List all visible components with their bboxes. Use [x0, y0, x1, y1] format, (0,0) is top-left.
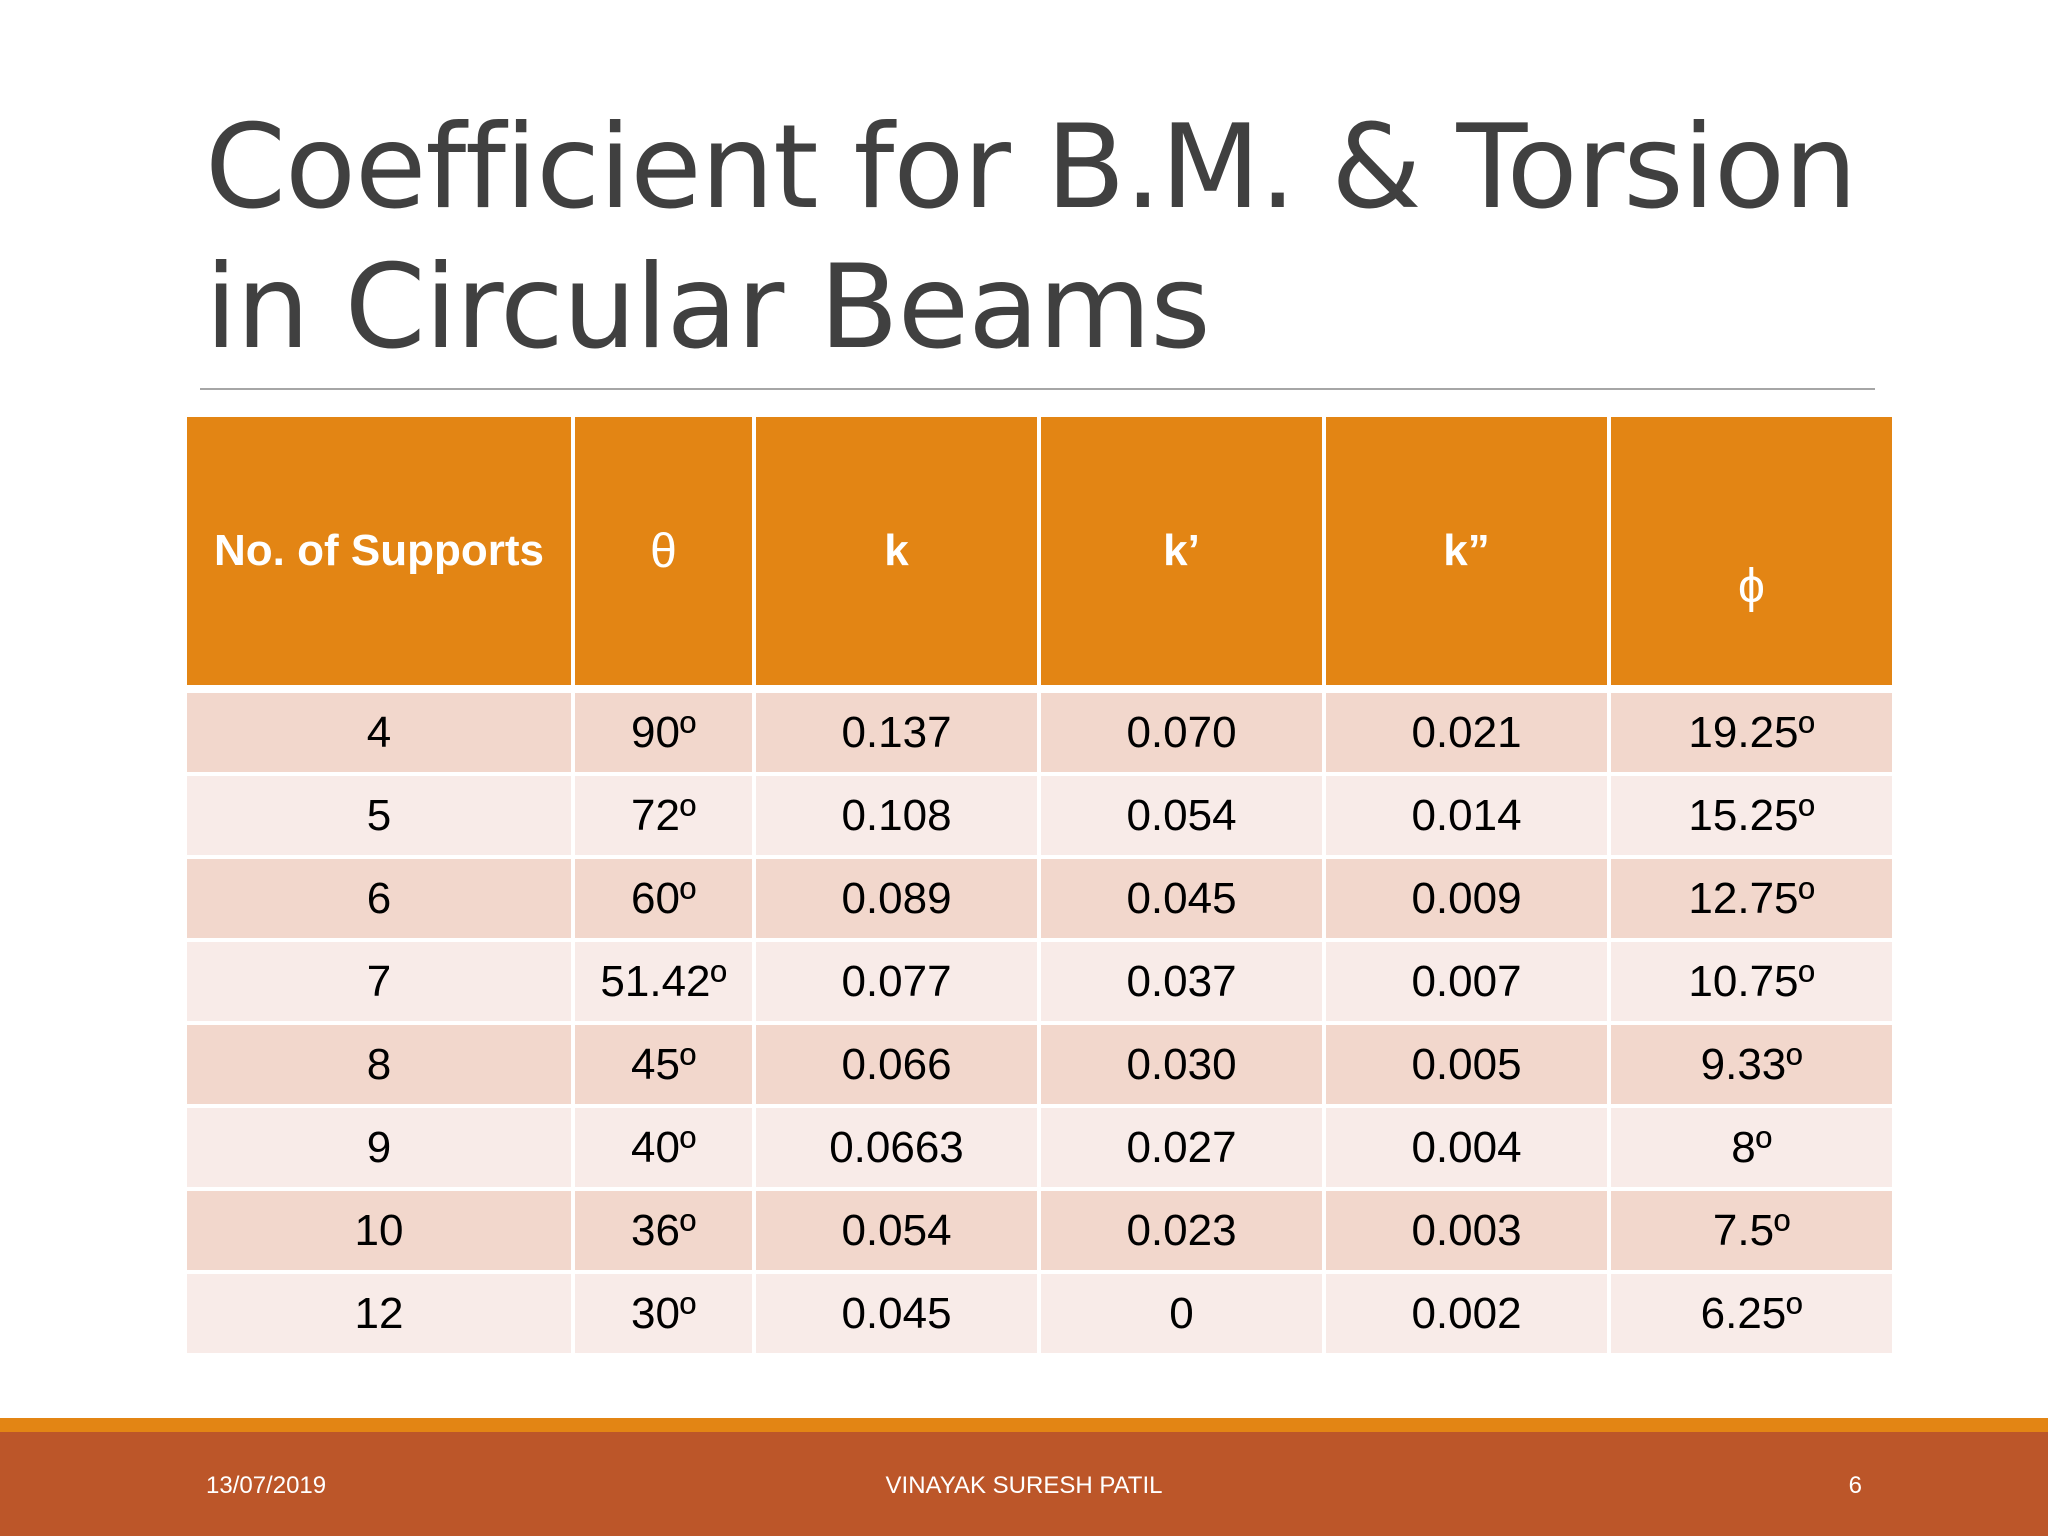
title-divider [200, 388, 1875, 390]
cell-k-prime: 0.045 [1041, 859, 1322, 938]
cell-k: 0.045 [756, 1274, 1037, 1353]
cell-k-prime: 0.037 [1041, 942, 1322, 1021]
cell-k-double-prime: 0.004 [1326, 1108, 1607, 1187]
header-k: k [756, 417, 1037, 685]
header-phi: ϕ [1611, 417, 1892, 685]
cell-theta: 30º [575, 1274, 752, 1353]
table-row: 4 90º 0.137 0.070 0.021 19.25º [187, 689, 1892, 772]
table-header-row: No. of Supports θ k k’ k” ϕ [187, 417, 1892, 685]
header-k-double-prime: k” [1326, 417, 1607, 685]
cell-supports: 12 [187, 1274, 571, 1353]
cell-k: 0.137 [756, 689, 1037, 772]
cell-k: 0.066 [756, 1025, 1037, 1104]
footer-author: VINAYAK SURESH PATIL [885, 1472, 1163, 1499]
coefficient-table: No. of Supports θ k k’ k” ϕ 4 90º 0.137 … [183, 413, 1896, 1357]
cell-k-double-prime: 0.005 [1326, 1025, 1607, 1104]
cell-k-double-prime: 0.021 [1326, 689, 1607, 772]
cell-theta: 72º [575, 776, 752, 855]
cell-theta: 45º [575, 1025, 752, 1104]
cell-k: 0.054 [756, 1191, 1037, 1270]
cell-supports: 8 [187, 1025, 571, 1104]
cell-k-double-prime: 0.009 [1326, 859, 1607, 938]
cell-theta: 40º [575, 1108, 752, 1187]
cell-theta: 60º [575, 859, 752, 938]
cell-phi: 12.75º [1611, 859, 1892, 938]
cell-k-double-prime: 0.002 [1326, 1274, 1607, 1353]
cell-theta: 36º [575, 1191, 752, 1270]
cell-k-double-prime: 0.003 [1326, 1191, 1607, 1270]
slide-number: 6 [1848, 1472, 1862, 1499]
cell-k-prime: 0.054 [1041, 776, 1322, 855]
cell-supports: 9 [187, 1108, 571, 1187]
cell-k-prime: 0.030 [1041, 1025, 1322, 1104]
cell-k: 0.108 [756, 776, 1037, 855]
cell-phi: 15.25º [1611, 776, 1892, 855]
cell-supports: 10 [187, 1191, 571, 1270]
cell-k-double-prime: 0.007 [1326, 942, 1607, 1021]
cell-supports: 4 [187, 689, 571, 772]
cell-theta: 51.42º [575, 942, 752, 1021]
cell-k-prime: 0.023 [1041, 1191, 1322, 1270]
footer-date: 13/07/2019 [206, 1472, 327, 1499]
cell-phi: 9.33º [1611, 1025, 1892, 1104]
cell-k-prime: 0.070 [1041, 689, 1322, 772]
cell-k-double-prime: 0.014 [1326, 776, 1607, 855]
slide-title-line-1: Coefficient for B.M. & Torsion [205, 100, 1857, 235]
cell-phi: 19.25º [1611, 689, 1892, 772]
header-k-prime: k’ [1041, 417, 1322, 685]
cell-k-prime: 0 [1041, 1274, 1322, 1353]
slide-title: Coefficient for B.M. & Torsion in Circul… [205, 98, 1905, 378]
table-row: 8 45º 0.066 0.030 0.005 9.33º [187, 1025, 1892, 1104]
table-row: 12 30º 0.045 0 0.002 6.25º [187, 1274, 1892, 1353]
cell-phi: 10.75º [1611, 942, 1892, 1021]
footer-accent-strip [0, 1418, 2048, 1432]
slide-footer: 13/07/2019 VINAYAK SURESH PATIL 6 [0, 1432, 2048, 1536]
header-no-of-supports: No. of Supports [187, 417, 571, 685]
cell-k: 0.089 [756, 859, 1037, 938]
cell-k-prime: 0.027 [1041, 1108, 1322, 1187]
cell-supports: 7 [187, 942, 571, 1021]
cell-phi: 7.5º [1611, 1191, 1892, 1270]
table-row: 6 60º 0.089 0.045 0.009 12.75º [187, 859, 1892, 938]
slide-title-line-2: in Circular Beams [205, 240, 1211, 375]
cell-phi: 6.25º [1611, 1274, 1892, 1353]
table-row: 7 51.42º 0.077 0.037 0.007 10.75º [187, 942, 1892, 1021]
table-row: 5 72º 0.108 0.054 0.014 15.25º [187, 776, 1892, 855]
cell-supports: 6 [187, 859, 571, 938]
cell-phi: 8º [1611, 1108, 1892, 1187]
table-row: 9 40º 0.0663 0.027 0.004 8º [187, 1108, 1892, 1187]
cell-k: 0.0663 [756, 1108, 1037, 1187]
cell-supports: 5 [187, 776, 571, 855]
cell-theta: 90º [575, 689, 752, 772]
cell-k: 0.077 [756, 942, 1037, 1021]
header-theta: θ [575, 417, 752, 685]
table-row: 10 36º 0.054 0.023 0.003 7.5º [187, 1191, 1892, 1270]
